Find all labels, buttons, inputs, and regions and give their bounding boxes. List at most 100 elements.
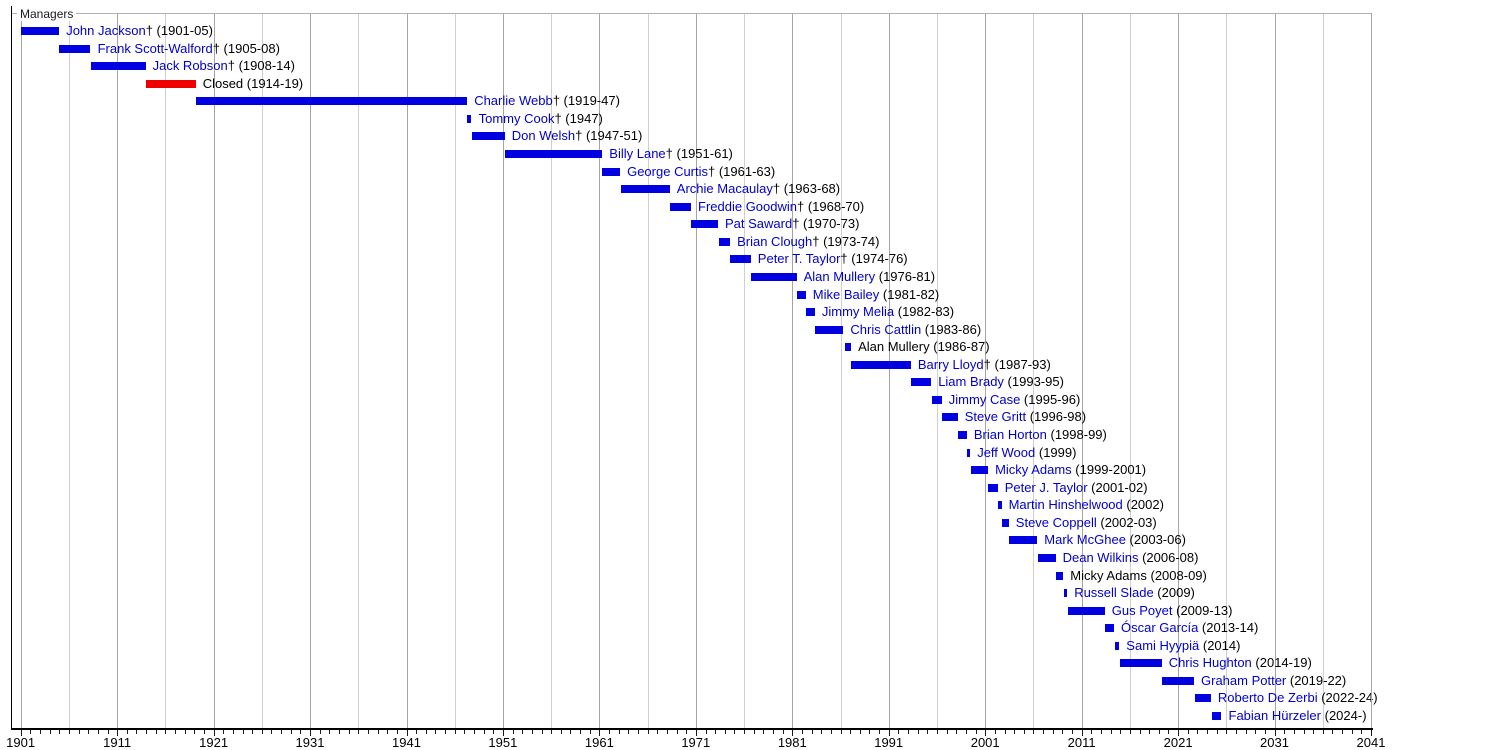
timeline-bar [1105,624,1114,633]
gridline-major [792,13,794,728]
manager-name[interactable]: Sami Hyypiä [1126,637,1200,653]
axis-tick-minor [618,730,620,734]
axis-tick-minor [1091,730,1093,734]
manager-years: (2014-19) [1251,655,1312,671]
manager-years: † (1947) [554,110,603,126]
plot-border-left [11,6,12,728]
axis-tick-minor [666,730,668,734]
gridline-major [985,13,987,728]
manager-name[interactable]: Jimmy Case [948,391,1021,407]
manager-name[interactable]: Jeff Wood [977,444,1036,460]
manager-name[interactable]: Jimmy Melia [821,304,895,319]
axis-tick-minor [358,730,360,734]
timeline-bar [931,395,942,404]
axis-tick-minor [396,730,398,734]
axis-tick-minor [956,730,958,734]
manager-name[interactable]: Frank Scott-Walford [97,40,213,56]
gridline-major [117,13,119,728]
axis-tick-minor [541,730,543,734]
manager-name[interactable]: Roberto De Zerbi [1217,690,1318,706]
manager-name[interactable]: Dean Wilkins [1062,549,1139,565]
manager-name[interactable]: Freddie Goodwin [698,198,797,214]
timeline-bar [20,27,60,35]
axis-tick-minor [744,730,745,734]
manager-name[interactable]: John Jackson [66,23,146,38]
axis-tick-minor [1313,730,1315,734]
manager-name[interactable]: Billy Lane [609,145,666,161]
manager-name[interactable]: Mike Bailey [812,286,880,302]
axis-tick-minor [1043,730,1045,734]
timeline-row-label: Gus Poyet (2009-13) [1112,602,1233,620]
axis-year-label: 1941 [392,735,421,750]
gridline-major [695,13,697,728]
timeline-bar [1194,694,1211,703]
timeline-row-label: Dean Wilkins (2006-08) [1063,549,1199,567]
plot-border-top [11,13,1371,14]
timeline-bar [844,343,852,352]
timeline-bar [669,202,691,211]
manager-name[interactable]: Russell Slade [1074,585,1154,601]
manager-name[interactable]: Pat Saward [725,216,793,232]
manager-name[interactable]: Steve Gritt [964,409,1027,425]
manager-name[interactable]: Chris Hughton [1168,655,1252,671]
axis-year-label: 1901 [6,735,36,750]
axis-year-label: 2001 [970,735,1000,750]
manager-name[interactable]: Barry Lloyd [917,356,984,372]
axis-tick-minor [59,730,61,734]
manager-name[interactable]: Micky Adams [995,462,1072,478]
manager-name[interactable]: Peter J. Taylor [1004,479,1088,495]
manager-name[interactable]: Mark McGhee [1044,532,1126,548]
manager-name[interactable]: Martin Hinshelwood [1008,497,1123,513]
axis-year-label: 2011 [1067,735,1096,750]
axis-tick-minor [126,730,128,734]
manager-name[interactable]: Don Welsh [511,128,576,144]
manager-name[interactable]: Peter T. Taylor [757,251,841,267]
axis-tick-minor [30,730,32,734]
manager-name[interactable]: Óscar García [1121,620,1199,636]
timeline-row-label: Chris Hughton (2014-19) [1169,654,1312,672]
manager-name[interactable]: Archie Macaulay [676,181,773,197]
gridline-major [310,13,311,728]
axis-tick-minor [329,730,331,734]
manager-name[interactable]: Jack Robson [152,58,228,74]
timeline-row-label: Jimmy Case (1995-96) [949,391,1081,409]
manager-name[interactable]: Gus Poyet [1111,602,1173,618]
manager-name[interactable]: Liam Brady [938,374,1004,390]
manager-name[interactable]: Steve Coppell [1015,514,1097,530]
axis-tick-minor [1004,730,1006,734]
axis-tick-major [213,730,215,736]
axis-tick-minor [638,730,639,734]
manager-years: (2009-13) [1172,602,1233,618]
timeline-bar [750,272,797,281]
manager-name[interactable]: Fabian Hürzeler [1228,708,1322,723]
manager-name[interactable]: Alan Mullery [803,268,876,284]
manager-years: (1914-19) [243,75,304,91]
manager-name[interactable]: Tommy Cook [478,110,555,126]
timeline-bar [1037,553,1056,562]
timeline-row-label: Mike Bailey (1981-82) [813,286,939,304]
manager-name[interactable]: Charlie Webb [474,93,553,109]
axis-tick-minor [1207,730,1208,734]
gridline-minor [261,13,263,728]
manager-years: (2001-02) [1087,479,1148,495]
manager-years: (2022-24) [1317,690,1378,706]
axis-tick-minor [88,730,90,734]
manager-name[interactable]: George Curtis [627,163,709,179]
manager-name[interactable]: Brian Clough [737,233,813,249]
axis-tick-major [1178,730,1180,736]
manager-name[interactable]: Chris Cattlin [850,321,922,337]
axis-tick-minor [155,730,157,734]
gridline-major [20,13,22,728]
axis-tick-minor [937,730,938,734]
manager-years: † (1901-05) [145,23,213,38]
manager-name[interactable]: Graham Potter [1201,672,1287,688]
manager-name[interactable]: Brian Horton [973,427,1047,442]
manager-years: (2024-) [1321,708,1367,723]
axis-tick-minor [657,730,659,734]
timeline-row-label: Steve Gritt (1996-98) [965,408,1086,426]
axis-tick-minor [425,730,427,734]
axis-tick-minor [1264,730,1266,734]
axis-tick-minor [1293,730,1295,734]
